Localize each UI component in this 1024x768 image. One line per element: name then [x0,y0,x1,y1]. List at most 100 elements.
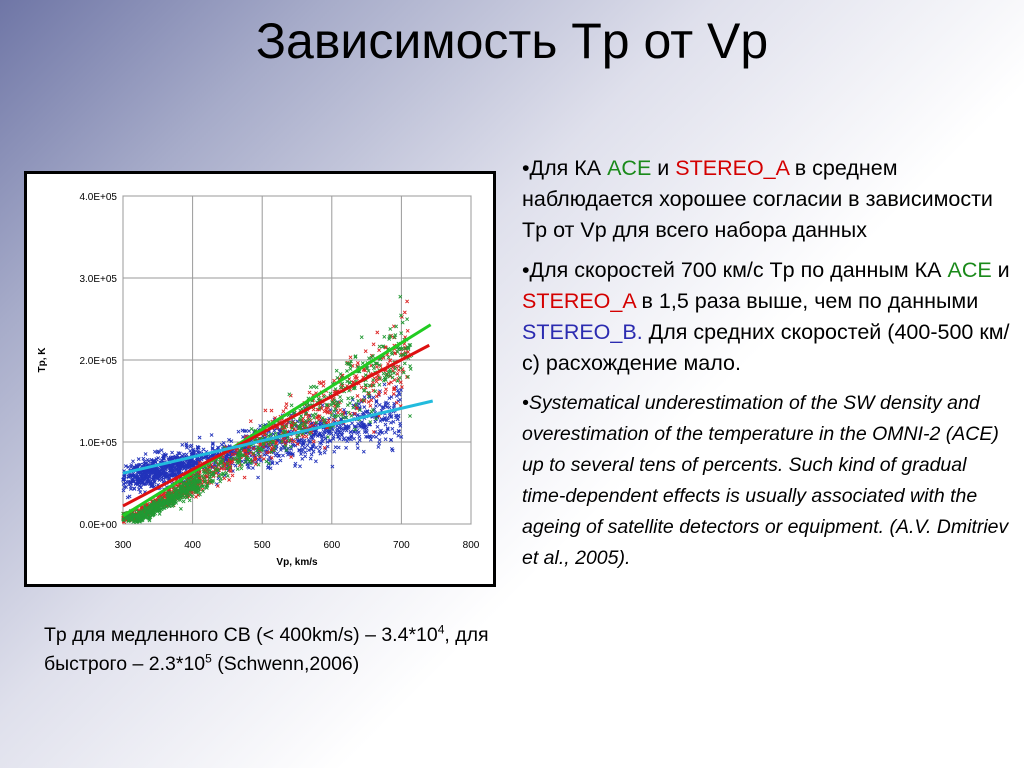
data-point [293,464,297,468]
data-point [367,422,371,427]
data-point [311,415,316,420]
data-point [155,474,160,479]
data-point [323,408,328,413]
data-point [333,414,338,419]
footnote-text-c: (Schwenn,2006) [211,653,360,675]
data-point [284,424,289,429]
data-point [299,414,304,419]
data-point [393,366,398,371]
footnote-exp-2: 5 [205,651,212,666]
data-point [138,490,143,495]
data-point [281,428,286,433]
data-point [400,320,405,325]
data-point [308,385,313,390]
data-point [337,437,342,441]
data-point [196,478,201,483]
bullet-1-text-b: и [651,156,676,180]
data-point [295,442,300,447]
data-point [373,404,378,408]
data-point [316,396,321,401]
x-tick-labels: 300 400 500 600 700 800 [115,540,480,551]
data-point [143,469,148,474]
data-point [292,439,297,444]
data-point [357,408,362,413]
data-point [284,448,289,453]
data-point [254,448,259,453]
data-point [340,430,345,435]
data-point [366,390,371,395]
data-point [131,477,136,482]
data-point [366,394,371,399]
data-point [386,381,391,386]
data-point [171,472,176,476]
data-point [374,416,379,421]
data-point [371,363,376,368]
data-point [160,493,165,497]
data-point [246,448,251,453]
data-point [142,459,147,464]
data-point [335,375,340,380]
data-point [374,435,379,439]
data-point [371,383,376,388]
data-point [301,442,306,446]
data-point [235,453,240,458]
data-point [371,378,376,382]
chart-svg: 300 400 500 600 700 800 0.0E+00 1.0E+05 2.0E+05… [37,192,480,568]
data-point [121,481,126,486]
data-point [167,504,172,509]
data-point [141,456,146,461]
data-point [315,434,320,438]
data-point [311,449,316,454]
data-point [309,452,314,457]
data-point [217,459,222,464]
data-point [333,431,338,436]
data-point [395,378,400,383]
fit-lines [122,323,434,518]
data-point [170,493,175,498]
data-point [177,492,182,497]
data-point [344,445,349,450]
data-point [321,383,326,388]
data-point [143,514,148,519]
data-point [336,434,341,439]
data-point [222,476,227,481]
data-point [210,445,215,450]
data-point [166,497,171,502]
data-point [251,446,256,451]
data-point [227,477,232,482]
data-point [157,511,162,516]
data-point [399,331,404,336]
data-point [132,486,137,491]
data-point [154,504,159,509]
data-point [193,473,198,478]
data-point [281,453,285,458]
data-point [186,477,191,482]
slide-title: Зависимость Tp от Vp [255,13,769,69]
data-point [300,449,304,454]
data-point [364,426,369,431]
data-point [146,510,151,515]
data-point [387,396,392,401]
data-point [225,473,230,478]
data-point [354,374,359,378]
data-point [189,487,194,492]
data-point [366,368,371,373]
data-point [352,386,357,391]
data-point [405,299,410,304]
data-point [359,335,364,340]
data-point [329,403,334,407]
data-point [408,367,413,371]
data-point [345,439,350,444]
data-point [219,459,224,464]
data-point [270,460,275,465]
data-point [207,476,212,481]
data-point [308,431,312,436]
bullet-2-text-b: и [991,258,1010,282]
x-tick-label: 300 [115,540,132,551]
data-point [401,352,406,357]
data-point [392,335,397,340]
data-point [361,449,366,454]
data-point [334,368,339,373]
data-point [355,446,360,451]
data-point [271,440,276,445]
